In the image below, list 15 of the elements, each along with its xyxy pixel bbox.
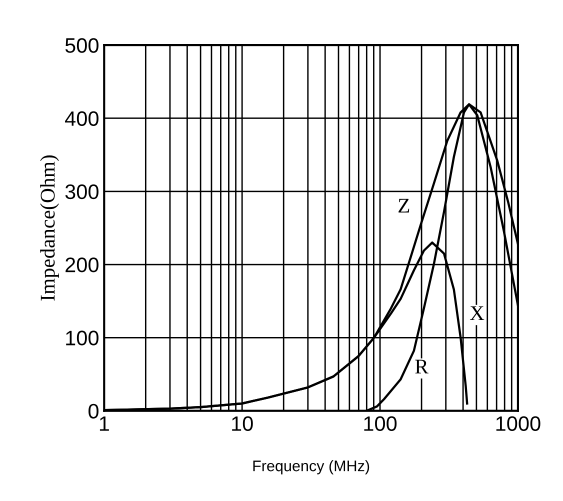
- y-tick-label: 100: [66, 330, 98, 346]
- x-tick-label: 1000: [496, 416, 540, 431]
- annotation: R: [415, 360, 428, 374]
- y-tick-label: 200: [66, 258, 98, 272]
- y-tick-label: 0: [88, 404, 98, 419]
- y-tick-label: 300: [65, 184, 98, 200]
- y-axis-title: Impedance(Ohm): [40, 155, 59, 301]
- y-tick-label: 400: [65, 111, 98, 126]
- y-tick-label: 500: [65, 38, 98, 53]
- annotation: Z: [398, 198, 410, 212]
- x-tick-label: 100: [364, 416, 397, 431]
- x-tick-label: 10: [232, 416, 253, 431]
- x-axis-title: Frequency (MHz): [253, 460, 370, 474]
- x-tick-label: 1: [100, 416, 109, 431]
- annotation: X: [470, 306, 484, 320]
